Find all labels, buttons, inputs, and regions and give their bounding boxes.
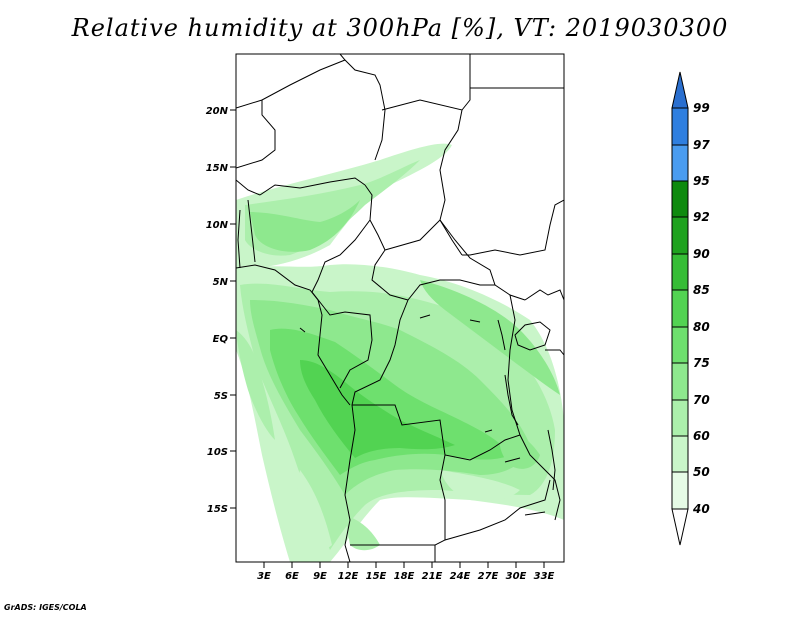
lon-label: 3E — [257, 571, 271, 582]
lat-label: 15S — [207, 504, 228, 515]
colorbar-segment — [671, 180, 689, 218]
colorbar-label: 85 — [693, 283, 710, 297]
lon-label: 6E — [285, 571, 299, 582]
colorbar-label: 99 — [693, 101, 710, 115]
boundary-chad-sudan — [439, 109, 463, 256]
boundary-angola-zambia — [434, 454, 446, 562]
colorbar-label: 70 — [693, 393, 710, 407]
boundary-south-sudan — [524, 289, 564, 301]
lon-ticks — [263, 562, 545, 568]
colorbar-segment — [671, 144, 689, 182]
lat-ticks — [230, 109, 236, 509]
lon-labels: 3E 6E 9E 12E 15E 18E 21E 24E 27E 30E 33E — [257, 571, 554, 582]
colorbar-labels: 99 97 95 92 90 85 80 75 70 60 50 40 — [692, 101, 710, 516]
boundary-zambia-zimbabwe — [444, 479, 551, 541]
lat-label: 15N — [206, 163, 229, 174]
boundary-congo-drc — [351, 299, 409, 406]
lon-label: 9E — [313, 571, 327, 582]
colorbar-label: 95 — [693, 174, 710, 188]
boundary-car-south — [407, 279, 526, 301]
colorbar-label: 97 — [693, 138, 710, 152]
lon-label: 18E — [394, 571, 415, 582]
boundary-gabon-congo — [311, 291, 373, 389]
boundary-east-africa — [507, 294, 561, 521]
boundary-algeria-mali — [236, 100, 276, 169]
lon-label: 30E — [506, 571, 527, 582]
colorbar-segment — [671, 362, 689, 401]
boundary-sudan-east — [462, 199, 564, 256]
map-frame — [235, 53, 565, 563]
colorbar-label: 40 — [692, 502, 710, 516]
colorbar-segment — [671, 289, 689, 328]
boundary-lake-malawi — [547, 429, 556, 491]
lon-label: 15E — [366, 571, 387, 582]
colorbar-segment — [671, 216, 689, 255]
boundary-ghana — [237, 209, 241, 269]
boundary-niger-nigeria — [259, 177, 366, 196]
boundary-benin-togo — [247, 199, 256, 263]
colorbar-bottom-arrow — [671, 508, 689, 546]
lat-labels: 20N 15N 10N 5N EQ 5S 10S 15S — [206, 106, 229, 515]
colorbar-label: 92 — [693, 210, 710, 224]
colorbar-segment — [671, 253, 689, 291]
lon-label: 24E — [450, 571, 471, 582]
boundary-mali-burkina — [236, 179, 261, 196]
boundary-lake-tanganyika — [504, 374, 519, 426]
colorbar-label: 80 — [693, 320, 710, 334]
lat-label: 10S — [207, 447, 228, 458]
chart-title: Relative humidity at 300hPa [%], VT: 201… — [71, 14, 729, 42]
lat-label: 10N — [206, 220, 229, 231]
colorbar-label: 60 — [693, 429, 710, 443]
boundary-lake-victoria — [514, 321, 551, 351]
lon-label: 21E — [422, 571, 443, 582]
lon-label: 33E — [534, 571, 555, 582]
boundary-lake-kivu — [497, 319, 506, 351]
boundary-westafrica-coast — [236, 264, 351, 406]
boundary-nigeria-cameroon — [311, 184, 373, 293]
colorbar-label: 50 — [693, 465, 710, 479]
country-boundaries — [236, 54, 564, 562]
lat-label: 20N — [206, 106, 229, 117]
colorbar-segment — [671, 107, 689, 146]
boundary-chad-libya — [381, 54, 471, 111]
lat-label: EQ — [213, 334, 229, 345]
colorbar-segment — [671, 435, 689, 473]
colorbar-segment — [671, 326, 689, 364]
boundary-kenya-tanzania — [545, 349, 564, 356]
boundary-niger-libya — [344, 59, 386, 161]
lon-label: 27E — [478, 571, 499, 582]
boundary-car-north — [384, 219, 496, 286]
colorbar-segment — [671, 471, 689, 510]
colorbar-top-arrow — [671, 71, 689, 109]
boundary-libya-algeria — [236, 54, 346, 109]
colorbar-label: 75 — [693, 356, 710, 370]
colorbar-segment — [671, 399, 689, 437]
boundary-angola-coast — [344, 404, 356, 562]
humidity-field — [236, 143, 564, 562]
colorbar-label: 90 — [693, 247, 710, 261]
boundary-chad-cameroon — [369, 219, 409, 301]
software-credit: GrADS: IGES/COLA — [4, 603, 87, 612]
lat-label: 5S — [214, 391, 228, 402]
lat-label: 5N — [213, 277, 229, 288]
colorbar — [671, 71, 689, 546]
lon-label: 12E — [338, 571, 359, 582]
